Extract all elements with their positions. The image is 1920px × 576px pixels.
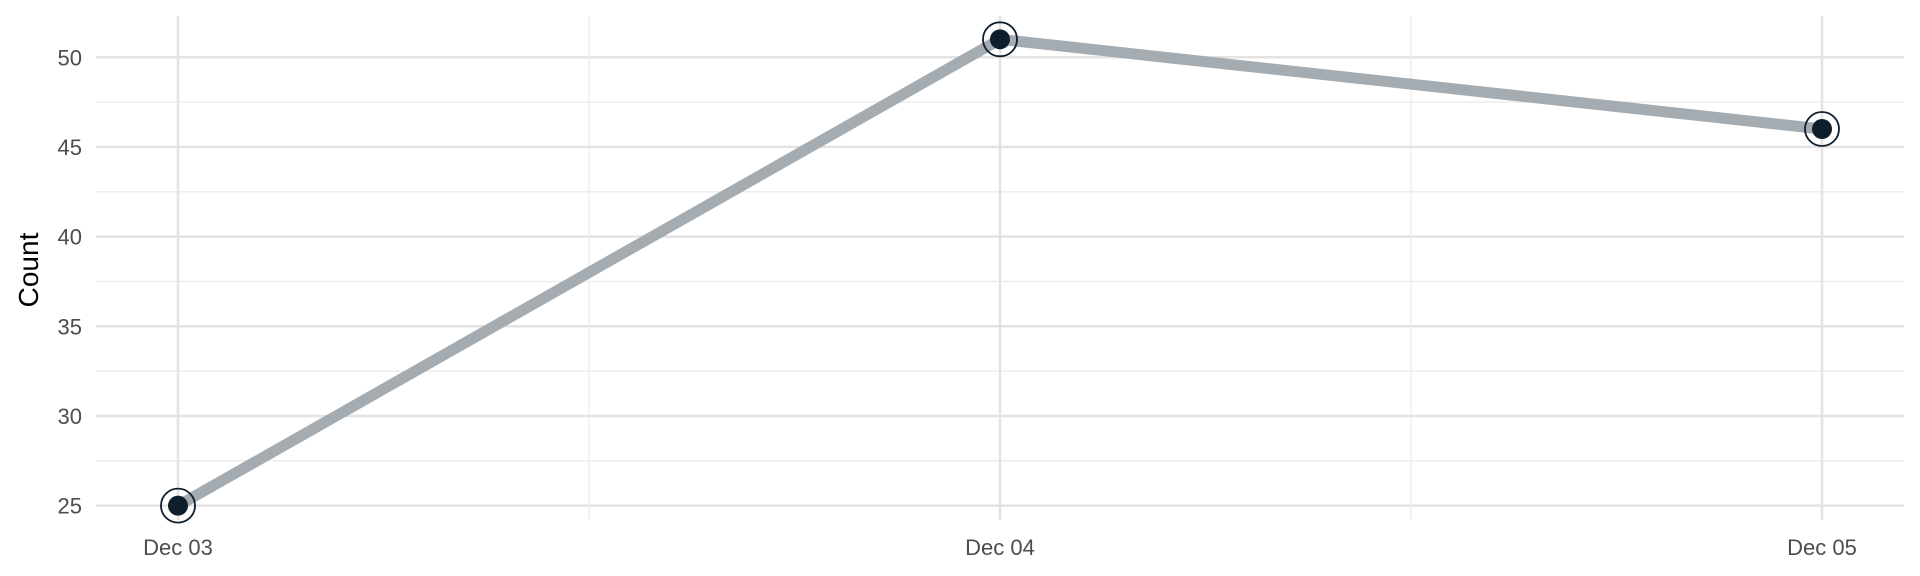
data-point-ring	[1804, 111, 1840, 147]
data-point-ring	[160, 487, 196, 524]
data-point	[168, 495, 188, 516]
y-tick-label: 35	[58, 314, 82, 339]
y-tick-label: 50	[58, 45, 82, 70]
y-tick-label: 30	[58, 404, 82, 429]
data-point	[1812, 118, 1832, 139]
x-tick-label: Dec 04	[965, 535, 1035, 560]
y-tick-label: 45	[58, 135, 82, 160]
y-tick-label: 40	[58, 225, 82, 250]
y-tick-label: 25	[58, 494, 82, 519]
y-axis-title: Count	[13, 232, 44, 307]
data-point	[990, 29, 1010, 50]
x-axis-ticks: Dec 03 Dec 04 Dec 05	[143, 535, 1857, 560]
x-tick-label: Dec 05	[1787, 535, 1857, 560]
data-point-ring	[982, 21, 1018, 58]
grid	[96, 16, 1904, 520]
y-axis-ticks: 25 30 35 40 45 50	[58, 45, 82, 518]
series-layer	[160, 21, 1840, 524]
x-tick-label: Dec 03	[143, 535, 213, 560]
